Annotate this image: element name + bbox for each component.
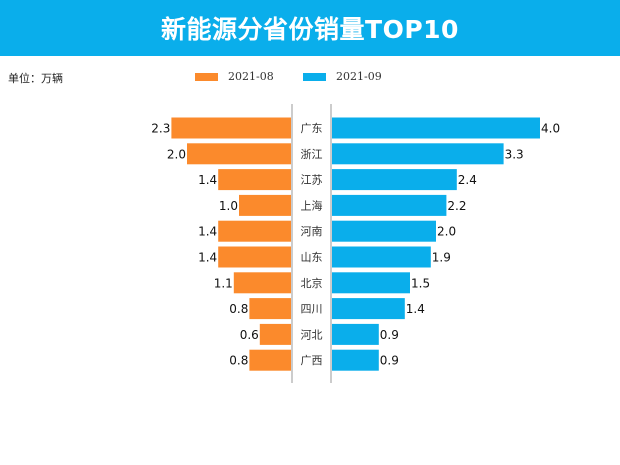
- bar-2021-08: [187, 143, 291, 165]
- bar-2021-09: [332, 298, 405, 320]
- bar-2021-08: [171, 117, 291, 139]
- bar-2021-09: [332, 143, 504, 165]
- legend-label: 2021-08: [228, 70, 274, 83]
- legend-swatch-blue: [303, 72, 326, 81]
- data-label-2021-08: 2.0: [167, 147, 186, 161]
- category-label: 河南: [301, 225, 323, 238]
- data-label-2021-09: 3.3: [505, 147, 524, 161]
- bar-2021-09: [332, 349, 379, 371]
- bar-2021-08: [218, 220, 291, 242]
- data-label-2021-09: 4.0: [541, 122, 560, 136]
- data-label-2021-09: 0.9: [380, 328, 399, 342]
- data-label-2021-09: 2.2: [447, 199, 466, 213]
- category-label: 四川: [301, 303, 323, 316]
- category-label: 广西: [301, 354, 323, 367]
- bar-2021-09: [332, 323, 379, 345]
- data-label-2021-09: 1.4: [406, 302, 425, 316]
- category-label: 广东: [301, 122, 323, 135]
- data-label-2021-09: 2.0: [437, 225, 456, 239]
- data-label-2021-08: 1.4: [198, 225, 217, 239]
- unit-label: 单位：万辆: [8, 72, 63, 85]
- legend-item-2021-08: 2021-08: [195, 70, 274, 83]
- data-label-2021-09: 1.5: [411, 276, 430, 290]
- bar-2021-09: [332, 246, 431, 268]
- header-banner: 新能源分省份销量TOP10: [0, 0, 620, 56]
- bar-2021-08: [218, 246, 291, 268]
- bar-2021-08: [233, 272, 291, 294]
- legend-swatch-orange: [195, 72, 218, 81]
- data-label-2021-08: 2.3: [151, 122, 170, 136]
- category-label: 浙江: [301, 148, 323, 161]
- data-label-2021-09: 1.9: [432, 251, 451, 265]
- legend-item-2021-09: 2021-09: [303, 70, 382, 83]
- data-label-2021-09: 0.9: [380, 354, 399, 368]
- data-label-2021-08: 1.1: [214, 276, 233, 290]
- bar-2021-08: [218, 169, 291, 191]
- bar-2021-09: [332, 169, 457, 191]
- category-label: 北京: [301, 276, 323, 290]
- legend-label: 2021-09: [336, 70, 382, 83]
- bar-2021-09: [332, 117, 540, 139]
- category-label: 江苏: [301, 174, 323, 187]
- data-label-2021-08: 0.8: [229, 302, 248, 316]
- bar-2021-09: [332, 194, 447, 216]
- data-label-2021-08: 0.6: [240, 328, 259, 342]
- data-label-2021-08: 0.8: [229, 354, 248, 368]
- category-label: 上海: [301, 198, 323, 212]
- bar-2021-09: [332, 272, 410, 294]
- bar-2021-08: [239, 194, 291, 216]
- data-label-2021-08: 1.4: [198, 251, 217, 265]
- chart-title: 新能源分省份销量TOP10: [161, 15, 459, 44]
- data-label-2021-08: 1.4: [198, 173, 217, 187]
- data-label-2021-09: 2.4: [458, 173, 477, 187]
- category-label: 山东: [301, 251, 323, 264]
- bar-2021-08: [249, 349, 291, 371]
- category-label: 河北: [301, 328, 323, 341]
- bar-2021-08: [249, 298, 291, 320]
- bar-2021-09: [332, 220, 436, 242]
- data-label-2021-08: 1.0: [219, 199, 238, 213]
- bar-2021-08: [259, 323, 291, 345]
